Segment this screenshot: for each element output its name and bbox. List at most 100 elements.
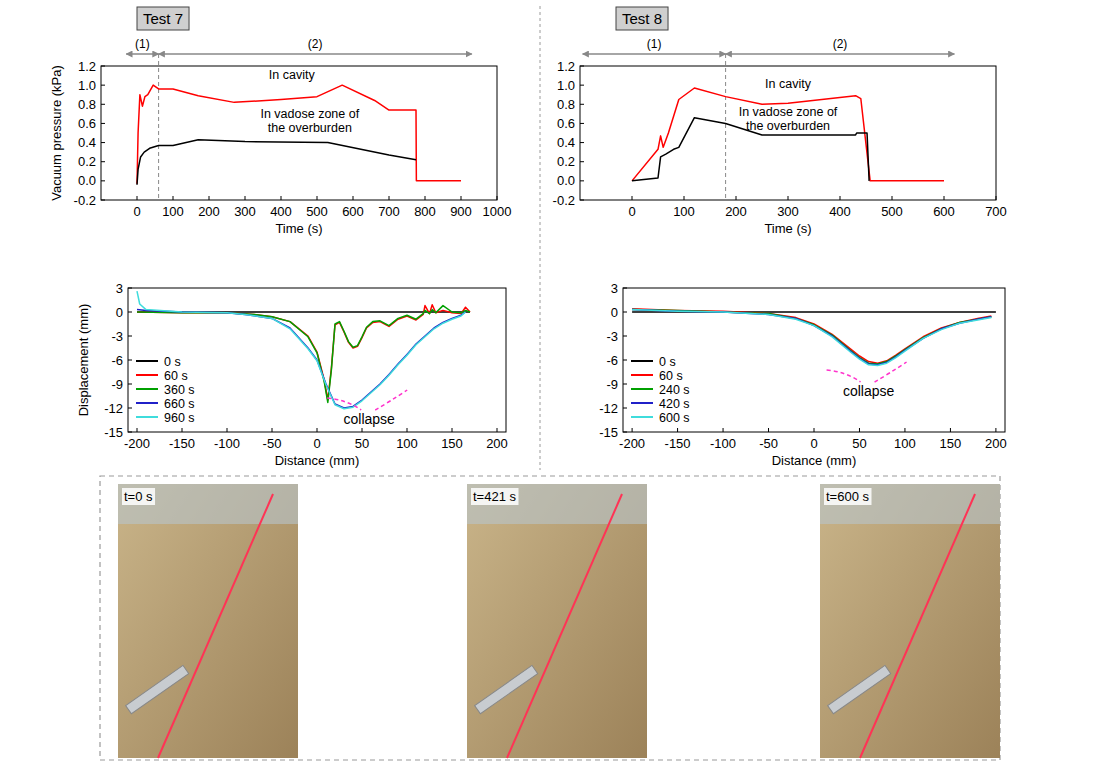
series-label: In cavity [765, 77, 812, 91]
series-line [632, 88, 944, 181]
y-tick-label: 1.2 [557, 59, 575, 74]
photo-laser-line [158, 494, 273, 758]
x-tick [497, 196, 498, 200]
photo: t=600 s [820, 484, 1000, 758]
y-tick-label: -0.2 [553, 193, 575, 208]
y-tick-label: 0.0 [557, 173, 575, 188]
y-tick [128, 360, 132, 361]
photo-sheet [820, 484, 1000, 524]
y-tick-label: -12 [104, 401, 123, 416]
y-tick-label: 0.2 [557, 154, 575, 169]
legend-swatch [631, 416, 653, 418]
legend-swatch [631, 374, 653, 376]
legend-swatch [136, 374, 158, 376]
legend: 0 s60 s240 s420 s600 s [631, 355, 690, 425]
photo-panel: t=0 st=421 st=600 s [100, 476, 1000, 760]
x-tick [996, 196, 997, 200]
y-tick-label: 0.6 [557, 116, 575, 131]
legend-swatch [136, 388, 158, 390]
background [0, 0, 1099, 763]
title-box [137, 7, 189, 30]
photo-image [820, 484, 1000, 758]
x-tick [788, 196, 789, 200]
series-line [137, 306, 470, 403]
photo-ruler [126, 665, 189, 713]
y-tick [580, 123, 584, 124]
x-tick [632, 196, 633, 200]
y-tick [623, 312, 627, 313]
y-tick-label: 0.4 [557, 135, 575, 150]
x-tick [272, 428, 273, 432]
x-tick [137, 428, 138, 432]
figure: 01002003004005006007008009001000-0.20.00… [0, 0, 1099, 763]
series-line [632, 310, 991, 365]
phase-arrow [126, 53, 158, 55]
series-line [632, 310, 991, 364]
y-tick [623, 360, 627, 361]
separator [540, 6, 541, 470]
annotation: collapse [327, 390, 407, 427]
photo-label-bg [471, 488, 519, 505]
title-box [616, 7, 668, 30]
x-tick [353, 196, 354, 200]
annotation-text: collapse [344, 411, 396, 427]
y-tick-label: 3 [116, 281, 123, 296]
legend: 0 s60 s360 s660 s960 s [136, 355, 195, 425]
y-tick-label: 0.6 [78, 116, 96, 131]
x-tick [723, 428, 724, 432]
photo-label: t=600 s [826, 489, 870, 504]
series-label: In cavity [269, 68, 316, 82]
x-tick-label: 200 [198, 204, 220, 219]
chart-panel: 0100200300400500600700-0.20.00.20.40.60.… [553, 7, 1007, 236]
x-axis-title: Distance (mm) [275, 453, 360, 468]
y-tick-label: 0.0 [78, 173, 96, 188]
x-tick [317, 196, 318, 200]
photo-ruler [828, 665, 891, 713]
y-tick-label: -0.2 [74, 193, 96, 208]
series-line [632, 118, 869, 181]
chart-title: Test 7 [143, 10, 183, 27]
y-tick [623, 288, 627, 289]
x-tick-label: 0 [133, 204, 140, 219]
legend-label: 60 s [659, 369, 683, 383]
y-tick-label: -6 [111, 353, 123, 368]
x-tick [389, 196, 390, 200]
x-tick-label: -50 [263, 436, 282, 451]
y-tick-label: 0 [611, 305, 618, 320]
x-tick-label: 400 [829, 204, 851, 219]
y-tick-label: -9 [606, 377, 618, 392]
x-tick-label: 100 [894, 436, 916, 451]
x-tick-label: 500 [881, 204, 903, 219]
x-tick [227, 428, 228, 432]
phase-arrow [159, 53, 472, 55]
x-tick-label: -150 [169, 436, 195, 451]
y-tick-label: 0.4 [78, 135, 96, 150]
y-tick-label: -15 [104, 425, 123, 440]
x-tick [317, 428, 318, 432]
x-tick [950, 428, 951, 432]
x-tick-label: 700 [985, 204, 1007, 219]
x-tick [245, 196, 246, 200]
series-group [137, 85, 461, 185]
x-tick-label: 0 [313, 436, 320, 451]
photo-laser-line [860, 494, 975, 758]
annotation-bracket [375, 390, 407, 410]
legend-label: 240 s [659, 383, 690, 397]
label-line: In cavity [269, 68, 316, 82]
x-tick-label: 900 [450, 204, 472, 219]
x-tick-label: 0 [810, 436, 817, 451]
legend-swatch [631, 402, 653, 404]
x-axis-title: Time (s) [275, 221, 322, 236]
x-tick-label: 150 [940, 436, 962, 451]
y-tick [580, 161, 584, 162]
x-tick-label: -100 [710, 436, 736, 451]
x-tick-label: 800 [414, 204, 436, 219]
x-tick [736, 196, 737, 200]
y-tick [128, 336, 132, 337]
x-tick [452, 428, 453, 432]
x-tick-label: 200 [486, 436, 508, 451]
legend-swatch [136, 416, 158, 418]
x-tick [904, 428, 905, 432]
x-tick-label: -200 [124, 436, 150, 451]
series-group [632, 309, 996, 366]
